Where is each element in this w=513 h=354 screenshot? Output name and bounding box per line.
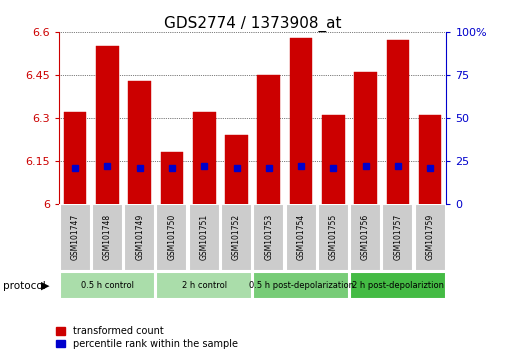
Bar bbox=[290, 38, 312, 204]
Text: protocol: protocol bbox=[3, 281, 45, 291]
Title: GDS2774 / 1373908_at: GDS2774 / 1373908_at bbox=[164, 16, 342, 32]
Bar bbox=[221, 204, 252, 271]
Text: GSM101748: GSM101748 bbox=[103, 214, 112, 260]
Bar bbox=[253, 272, 349, 299]
Bar bbox=[382, 204, 413, 271]
Text: GSM101752: GSM101752 bbox=[232, 214, 241, 260]
Bar bbox=[156, 272, 252, 299]
Bar bbox=[253, 204, 284, 271]
Bar bbox=[387, 40, 409, 204]
Bar bbox=[156, 204, 187, 271]
Bar bbox=[124, 204, 155, 271]
Text: 0.5 h control: 0.5 h control bbox=[81, 281, 134, 290]
Bar bbox=[419, 115, 442, 204]
Text: 2 h control: 2 h control bbox=[182, 281, 227, 290]
Bar bbox=[225, 135, 248, 204]
Bar bbox=[354, 72, 377, 204]
Bar bbox=[161, 152, 183, 204]
Bar bbox=[60, 272, 155, 299]
Text: GSM101755: GSM101755 bbox=[329, 214, 338, 260]
Bar bbox=[189, 204, 220, 271]
Text: 2 h post-depolariztion: 2 h post-depolariztion bbox=[352, 281, 444, 290]
Text: 0.5 h post-depolarization: 0.5 h post-depolarization bbox=[249, 281, 353, 290]
Text: GSM101759: GSM101759 bbox=[426, 214, 435, 260]
Text: GSM101754: GSM101754 bbox=[297, 214, 306, 260]
Bar bbox=[318, 204, 349, 271]
Bar bbox=[96, 46, 119, 204]
Text: GSM101756: GSM101756 bbox=[361, 214, 370, 260]
Bar bbox=[128, 80, 151, 204]
Legend: transformed count, percentile rank within the sample: transformed count, percentile rank withi… bbox=[56, 326, 238, 349]
Text: ▶: ▶ bbox=[41, 281, 49, 291]
Bar bbox=[350, 204, 381, 271]
Text: GSM101751: GSM101751 bbox=[200, 214, 209, 260]
Text: GSM101750: GSM101750 bbox=[167, 214, 176, 260]
Bar bbox=[350, 272, 446, 299]
Text: GSM101747: GSM101747 bbox=[71, 214, 80, 260]
Text: GSM101757: GSM101757 bbox=[393, 214, 402, 260]
Text: GSM101749: GSM101749 bbox=[135, 214, 144, 260]
Bar bbox=[60, 204, 91, 271]
Bar bbox=[92, 204, 123, 271]
Text: GSM101753: GSM101753 bbox=[264, 214, 273, 260]
Bar bbox=[193, 112, 215, 204]
Bar bbox=[322, 115, 345, 204]
Bar bbox=[286, 204, 317, 271]
Bar bbox=[258, 75, 280, 204]
Bar bbox=[415, 204, 446, 271]
Bar bbox=[64, 112, 86, 204]
